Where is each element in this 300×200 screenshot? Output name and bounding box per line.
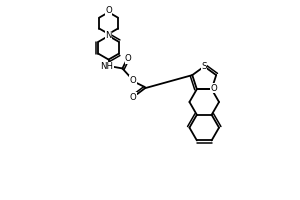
Text: NH: NH <box>100 62 113 71</box>
Text: N: N <box>105 31 112 40</box>
Text: O: O <box>125 54 132 63</box>
Text: S: S <box>202 62 207 71</box>
Text: O: O <box>130 76 136 85</box>
Text: O: O <box>130 93 136 102</box>
Text: O: O <box>105 6 112 15</box>
Text: O: O <box>210 84 217 93</box>
